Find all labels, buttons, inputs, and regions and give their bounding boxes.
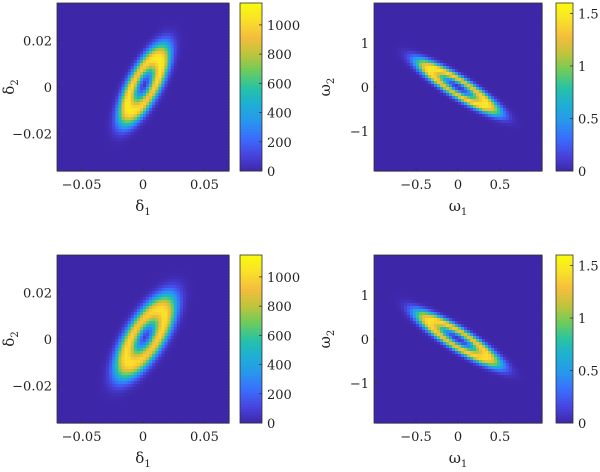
- colorbar-tick-label: 1000: [267, 19, 300, 34]
- y-axis-label: δ2: [0, 79, 21, 94]
- y-tick-label: 0.02: [23, 34, 52, 49]
- colorbar-segment: [240, 3, 262, 6]
- heatmap-cells: [374, 3, 543, 172]
- colorbar-tick-label: 600: [267, 77, 292, 92]
- x-tick-label: 0.05: [190, 178, 219, 193]
- colorbar-tick-label: 800: [267, 48, 292, 63]
- panel-1: −0.05 0 0.05 −0.02 0 0.02 δ1 δ2 0 200 400 600 800 100…: [0, 3, 300, 218]
- y-tick-label: 0: [44, 81, 52, 96]
- colorbar-tick-label: 400: [267, 107, 292, 122]
- x-tick-label: −0.05: [62, 178, 102, 193]
- x-tick-label: 0: [139, 178, 147, 193]
- heatmap-cells: [57, 3, 230, 172]
- colorbar: 0 200 400 600 800 1000: [240, 3, 300, 180]
- y-tick-label: −0.02: [12, 128, 52, 143]
- x-axis-label: δ1: [135, 197, 150, 218]
- colorbar-tick-label: 200: [267, 136, 292, 151]
- colorbar-tick-label: 0: [267, 165, 275, 180]
